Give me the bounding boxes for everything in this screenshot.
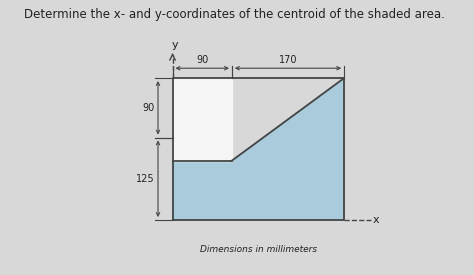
Text: y: y xyxy=(171,40,178,50)
Text: 90: 90 xyxy=(143,103,155,113)
Polygon shape xyxy=(173,78,232,161)
Text: 90: 90 xyxy=(196,55,209,65)
Polygon shape xyxy=(173,78,344,220)
Text: 125: 125 xyxy=(136,174,155,184)
Text: x: x xyxy=(373,215,380,225)
Text: Dimensions in millimeters: Dimensions in millimeters xyxy=(200,245,317,254)
Text: 170: 170 xyxy=(279,55,297,65)
Text: Determine the x- and y-coordinates of the centroid of the shaded area.: Determine the x- and y-coordinates of th… xyxy=(24,8,445,21)
